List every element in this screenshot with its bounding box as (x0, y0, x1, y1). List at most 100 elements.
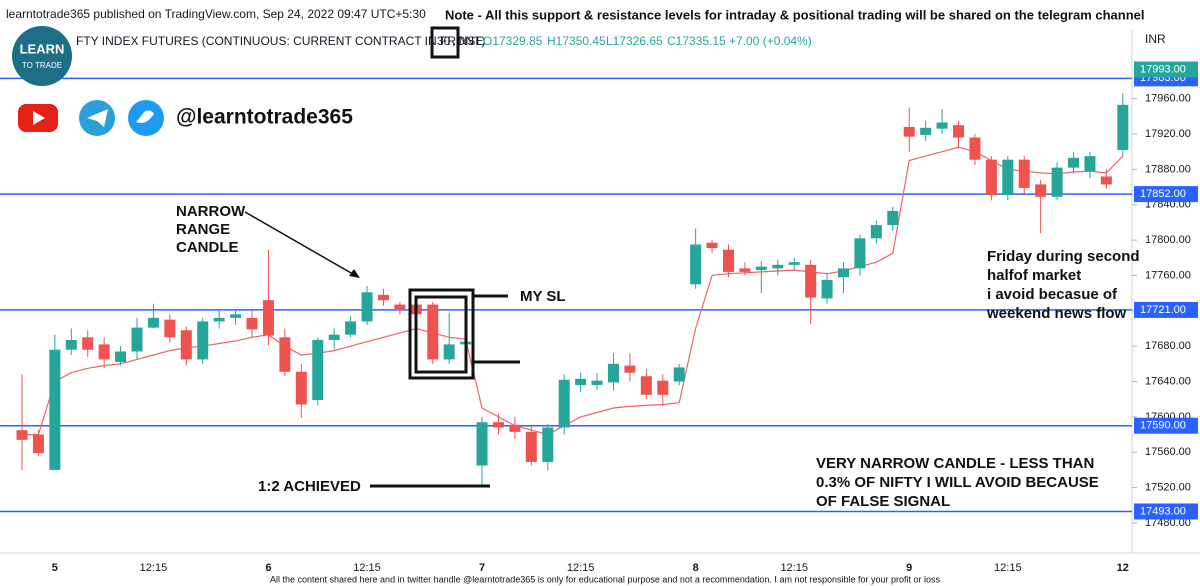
last-price-box (1134, 61, 1198, 78)
candle-body (312, 339, 324, 401)
publisher: learntotrade365 published on TradingView… (6, 7, 426, 21)
level-label: 17590.00 (1140, 420, 1186, 432)
candle-body (164, 319, 176, 338)
candle-body (82, 337, 94, 350)
candle-body (49, 349, 61, 470)
candle-body (953, 125, 965, 138)
y-tick-label: 17640.00 (1145, 375, 1191, 387)
candle-body (755, 266, 767, 271)
ohlc-low: L17326.65 (606, 34, 663, 48)
ohlc-close: C17335.15 (667, 34, 726, 48)
candle-body (772, 264, 784, 269)
annotation: 1:2 ACHIEVED (258, 478, 361, 495)
y-tick-label: 17520.00 (1145, 481, 1191, 493)
annotation: RANGE (176, 221, 230, 238)
candle-body (16, 430, 28, 440)
candle-body (1068, 157, 1080, 168)
candle-body (1117, 104, 1129, 150)
exchange: , NSE (452, 34, 483, 48)
ohlc-high: H17350.45 (547, 34, 606, 48)
candle-body (838, 268, 849, 278)
logo-text: TO TRADE (22, 61, 62, 70)
x-tick-label: 12:15 (780, 562, 808, 574)
level-label-box (1134, 417, 1198, 434)
annotation: VERY NARROW CANDLE - LESS THAN (816, 455, 1094, 472)
interval-box (430, 26, 460, 59)
candle-body (607, 363, 619, 383)
telegram-plane (87, 109, 108, 127)
note: Note - All this support & resistance lev… (445, 7, 1145, 22)
arrow (244, 211, 359, 278)
candle-body (985, 159, 997, 196)
candle-body (690, 244, 702, 285)
y-tick-label: 17880.00 (1145, 163, 1191, 175)
currency: INR (1145, 32, 1166, 46)
level-label-box (1134, 503, 1198, 520)
x-tick-label: 9 (906, 562, 912, 574)
candle-body (788, 262, 800, 265)
candle-body (1035, 184, 1047, 197)
ohlc-open: O17329.85 (483, 34, 543, 48)
annotation: MY SL (520, 288, 566, 305)
candle-body (32, 434, 44, 454)
annotation: NARROW (176, 203, 246, 220)
candle-body (706, 242, 718, 249)
candle-body (936, 122, 948, 129)
sl-box-inner (414, 295, 468, 374)
candle-body (558, 379, 570, 428)
y-tick-label: 17920.00 (1145, 128, 1191, 140)
candle-body (591, 380, 603, 386)
x-tick-label: 5 (52, 562, 58, 574)
candle-body (1018, 159, 1030, 188)
logo-text: LEARN (20, 41, 65, 56)
candle-body (279, 337, 291, 372)
candle-body (805, 264, 817, 298)
candle-body (361, 292, 373, 322)
footer: All the content shared here and in twitt… (270, 574, 941, 584)
candle-body (197, 321, 209, 360)
x-tick-label: 12 (1117, 562, 1129, 574)
candle-body (1002, 159, 1014, 196)
candle-body (722, 249, 734, 272)
candle-body (180, 330, 192, 360)
y-tick-label: 17480.00 (1145, 517, 1191, 529)
level-label-box (1134, 301, 1198, 318)
candle-body (887, 210, 899, 226)
ohlc-change: +7.00 (+0.04%) (729, 34, 812, 48)
candle-body (377, 294, 389, 301)
y-tick-label: 17800.00 (1145, 234, 1191, 246)
candle-body (65, 339, 77, 350)
candle-body (624, 365, 636, 373)
y-tick-label: 17560.00 (1145, 446, 1191, 458)
candle-body (920, 127, 932, 135)
x-tick-label: 12:15 (140, 562, 168, 574)
candle-body (230, 314, 242, 318)
candle-body (640, 376, 652, 395)
annotation: OF FALSE SIGNAL (816, 493, 950, 510)
candle-body (115, 351, 127, 363)
level-label-box (1134, 186, 1198, 203)
annotation: CANDLE (176, 239, 239, 256)
candle-body (1051, 167, 1063, 197)
candle-body (328, 334, 340, 340)
x-tick-label: 12:15 (567, 562, 595, 574)
candle-body (492, 422, 504, 428)
candle-body (657, 380, 669, 395)
y-tick-label: 17680.00 (1145, 340, 1191, 352)
candle-body (476, 422, 488, 466)
candle-body (246, 317, 258, 330)
youtube-play (33, 111, 45, 125)
x-tick-label: 7 (479, 562, 485, 574)
candle-body (394, 304, 406, 310)
candle-body (443, 344, 455, 360)
candle-body (673, 367, 685, 382)
level-label: 17721.00 (1140, 304, 1186, 316)
handle: @learntotrade365 (176, 106, 353, 129)
candle-body (821, 279, 833, 299)
candle-body (870, 225, 882, 239)
candle-body (969, 137, 981, 160)
candle-body (295, 371, 307, 405)
candle-body (854, 238, 866, 269)
annotation: 0.3% OF NIFTY I WILL AVOID BECAUSE (816, 474, 1099, 491)
